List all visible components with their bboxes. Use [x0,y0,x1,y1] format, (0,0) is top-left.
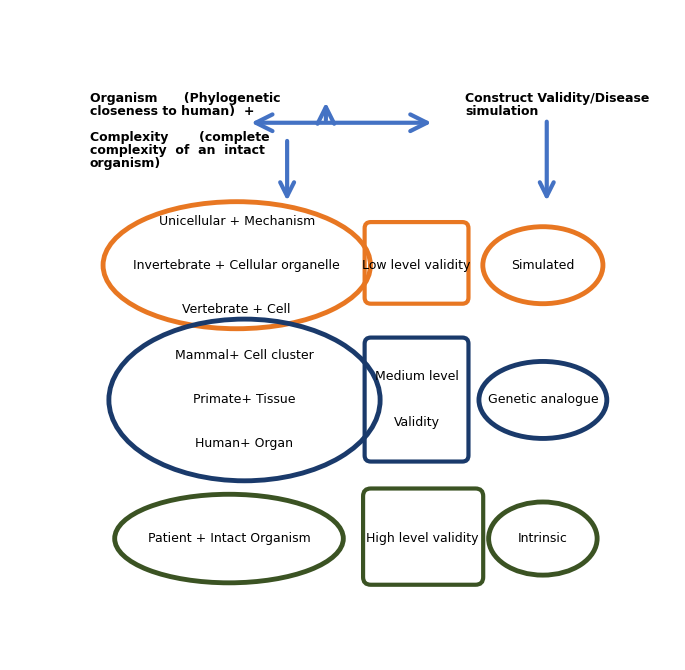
Text: Construct Validity/Disease: Construct Validity/Disease [465,92,650,105]
Text: Mammal+ Cell cluster

Primate+ Tissue

Human+ Organ: Mammal+ Cell cluster Primate+ Tissue Hum… [175,350,314,450]
Text: complexity  of  an  intact: complexity of an intact [90,144,264,157]
Text: Intrinsic: Intrinsic [518,532,568,545]
Text: Low level validity: Low level validity [362,259,471,272]
Text: Patient + Intact Organism: Patient + Intact Organism [148,532,310,545]
Text: organism): organism) [90,157,161,170]
Text: Medium level

Validity: Medium level Validity [375,371,458,429]
Text: Unicellular + Mechanism

Invertebrate + Cellular organelle

Vertebrate + Cell: Unicellular + Mechanism Invertebrate + C… [134,214,340,316]
Text: Simulated: Simulated [511,259,575,272]
Text: Complexity       (complete: Complexity (complete [90,131,269,144]
Text: Genetic analogue: Genetic analogue [488,393,598,407]
Text: Organism      (Phylogenetic: Organism (Phylogenetic [90,92,280,105]
Text: High level validity: High level validity [366,532,479,545]
Text: closeness to human)  +: closeness to human) + [90,105,254,118]
Text: simulation: simulation [465,105,538,118]
